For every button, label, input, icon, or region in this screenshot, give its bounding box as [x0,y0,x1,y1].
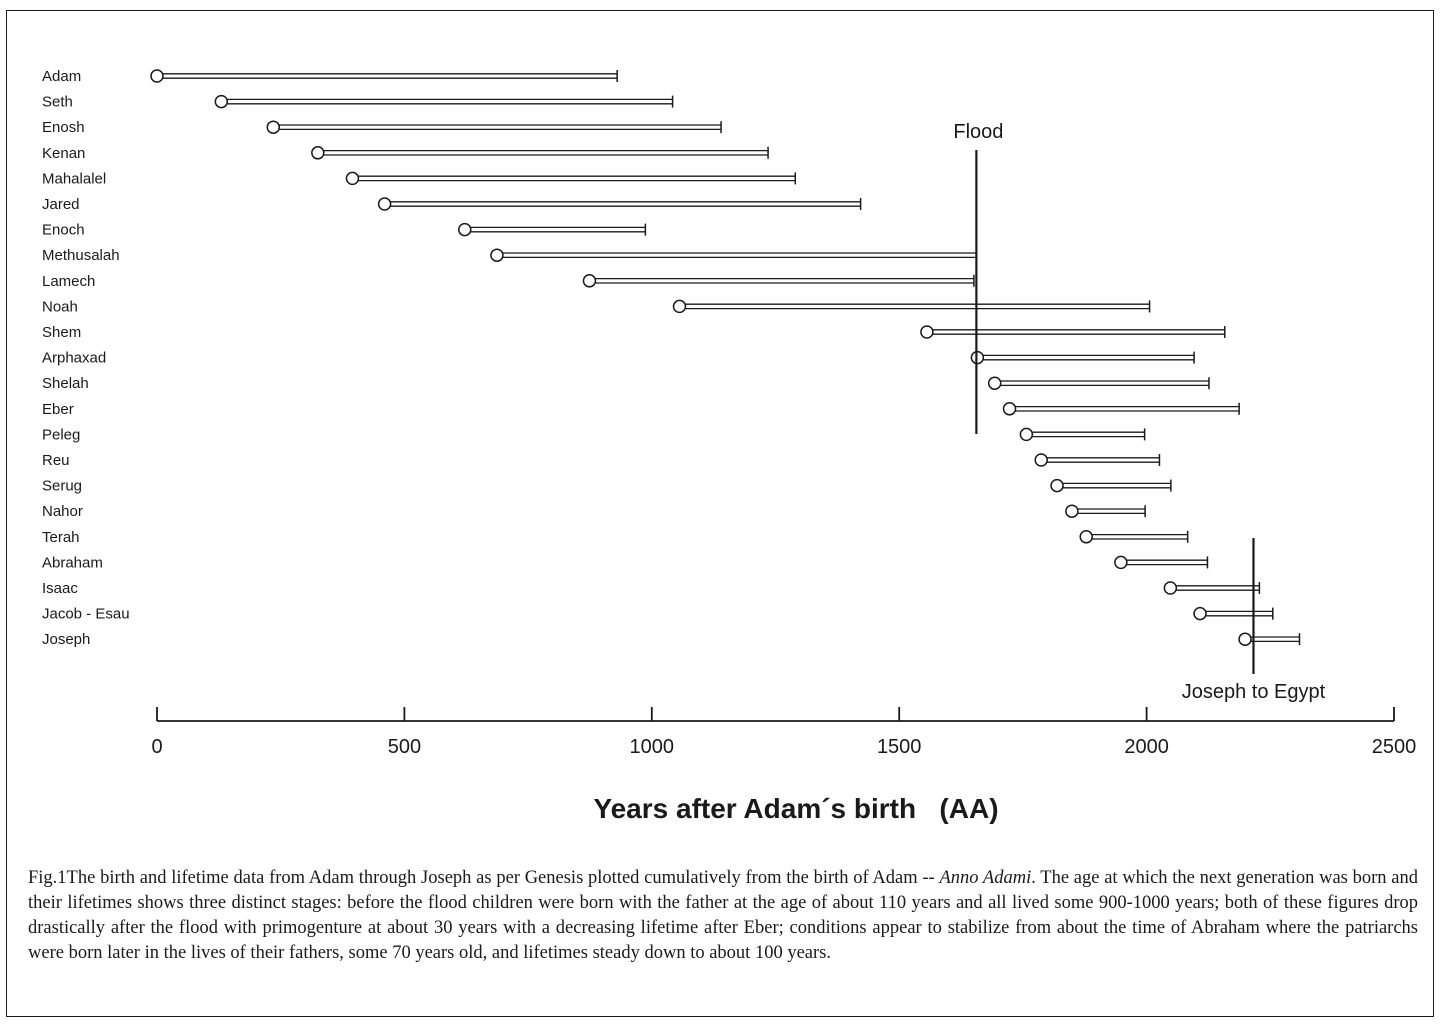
birth-marker [1193,606,1207,621]
lifespan-bar-arphaxad [970,350,1195,365]
name-label-eber: Eber [42,401,74,418]
lifespan-bar-methusalah [490,248,978,262]
lifespan-bar-jacob-esau [1193,606,1274,621]
birth-marker [920,325,934,339]
event-lines: Flood Joseph to Egypt [953,121,1325,703]
name-label-lamech: Lamech [42,273,95,290]
x-tick-label-2000: 2000 [1124,736,1169,758]
lifespan-bar-joseph [1238,632,1301,646]
lifespan-bar-shelah [987,376,1210,390]
lifespan-bar-shem [920,325,1226,339]
birth-marker [1002,402,1017,416]
birth-marker [1163,581,1178,595]
event-label-flood: Flood [953,121,1003,143]
lifespan-bar-eber [1002,402,1240,416]
name-label-isaac: Isaac [42,580,78,597]
lifespan-bar-adam [150,69,618,83]
name-label-abraham: Abraham [42,554,103,571]
x-tick-label-1500: 1500 [877,736,922,758]
lifespan-bar-peleg [1019,427,1146,442]
name-label-mahalalel: Mahalalel [42,170,106,187]
name-label-reu: Reu [42,452,70,469]
name-label-seth: Seth [42,94,73,111]
birth-marker [1050,478,1064,493]
birth-marker [458,222,472,237]
lifespan-bar-noah [672,299,1151,314]
name-label-jacob-esau: Jacob - Esau [42,606,130,623]
event-label-joseph-to-egypt: Joseph to Egypt [1182,681,1326,703]
name-label-terah: Terah [42,529,80,546]
birth-marker [987,376,1002,390]
caption-text-start: Fig.1The birth and lifetime data from Ad… [28,868,940,888]
birth-marker [672,299,687,314]
name-labels: Adam Seth Enosh Kenan Mahalalel Jared Enoch Met… [42,68,130,648]
x-tick-label-1000: 1000 [630,736,675,758]
birth-marker [266,120,281,134]
name-label-shem: Shem [42,324,81,341]
lifespan-bar-enoch [458,222,647,237]
lifespan-bar-lamech [582,274,975,288]
birth-marker [490,248,504,262]
birth-marker [1079,530,1093,544]
birth-marker [1019,427,1034,442]
x-tick-label-2500: 2500 [1372,736,1417,758]
birth-marker [1034,453,1048,467]
name-label-enosh: Enosh [42,119,85,136]
lifespan-bar-reu [1034,453,1161,467]
birth-marker [1238,632,1252,646]
name-label-methusalah: Methusalah [42,247,120,264]
lifespan-bar-seth [214,94,674,109]
figure-frame [6,10,1434,1017]
name-label-joseph: Joseph [42,631,90,648]
lifespan-bar-jared [377,197,862,211]
name-label-shelah: Shelah [42,375,89,392]
lifespan-bar-mahalalel [345,171,797,186]
lifespan-bar-enosh [266,120,722,134]
lifespan-bar-nahor [1065,504,1146,518]
name-label-jared: Jared [42,196,80,213]
event-flood: Flood [953,121,1003,434]
x-tick-label-0: 0 [151,736,162,758]
birth-marker [377,197,392,211]
lifespan-bar-terah [1079,530,1189,544]
lifespan-bar-isaac [1163,581,1261,595]
birth-marker [345,171,360,186]
name-label-serug: Serug [42,478,82,495]
birth-marker [150,69,164,83]
figure-caption: Fig.1The birth and lifetime data from Ad… [28,866,1418,966]
x-axis-title: Years after Adam´s birth (AA) [593,793,998,824]
caption-italic-term: Anno Adami [939,868,1032,888]
lifespan-chart: Adam Seth Enosh Kenan Mahalalel Jared Enoch Met… [42,68,1416,824]
name-label-enoch: Enoch [42,222,85,239]
x-tick-label-500: 500 [388,736,421,758]
name-label-nahor: Nahor [42,503,83,520]
event-joseph-to-egypt: Joseph to Egypt [1182,538,1326,703]
name-label-arphaxad: Arphaxad [42,350,106,367]
name-label-noah: Noah [42,298,78,315]
name-label-peleg: Peleg [42,426,80,443]
lifespan-bar-abraham [1114,555,1209,570]
birth-marker [1065,504,1079,518]
caption-text-end: . The age at which the next generation w… [28,868,1418,963]
name-label-adam: Adam [42,68,81,85]
name-label-kenan: Kenan [42,145,85,162]
birth-marker [214,94,229,109]
x-axis: 0 500 1000 1500 2000 2500 [151,707,1416,758]
birth-marker [311,146,325,160]
lifespan-bar-serug [1050,478,1172,493]
birth-marker [582,274,597,288]
lifespan-bars [150,69,1301,646]
lifespan-bar-kenan [311,146,769,160]
birth-marker [1114,555,1128,570]
